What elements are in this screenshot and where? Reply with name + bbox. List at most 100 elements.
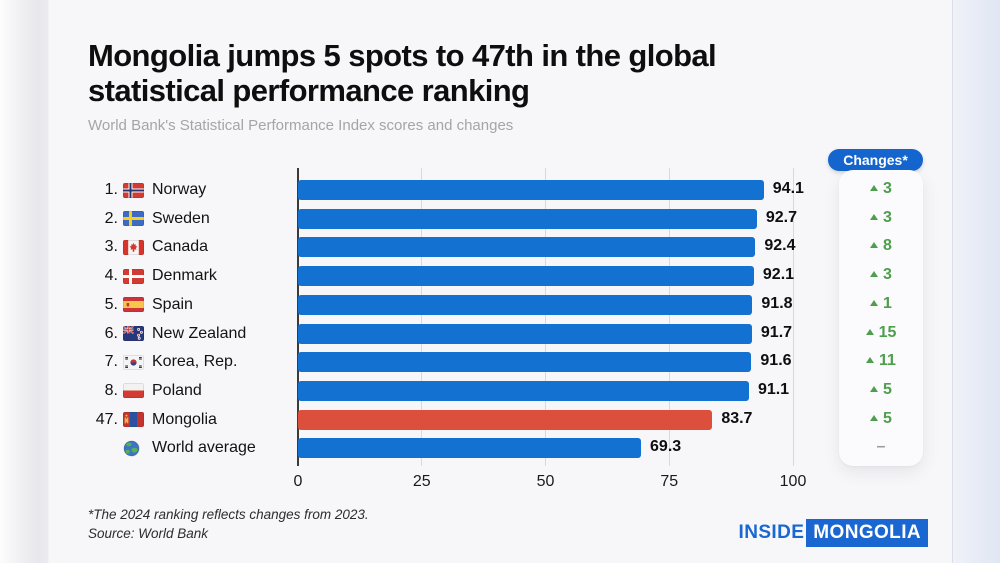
row-label-canada: 3. Canada	[86, 236, 296, 258]
country-name: New Zealand	[152, 324, 247, 342]
change-value: 3	[839, 209, 923, 227]
value-label: 69.3	[650, 438, 682, 456]
up-arrow-icon	[870, 385, 879, 392]
change-amount: 3	[883, 180, 892, 197]
y-axis-line	[297, 168, 299, 466]
row-label-mongolia: 47. Mongolia	[86, 409, 296, 431]
change-amount: 5	[883, 380, 892, 398]
change-amount: 3	[883, 266, 892, 284]
inside-mongolia-logo: INSIDE MONGOLIA	[739, 519, 928, 547]
up-arrow-icon	[865, 328, 874, 335]
x-axis-tick-label: 50	[536, 473, 555, 490]
x-axis-tick-label: 75	[660, 473, 679, 490]
row-label-denmark: 4. Denmark	[86, 265, 296, 287]
left-letterbox-gradient	[0, 0, 49, 563]
rank-number: 3.	[104, 238, 118, 256]
rank-number: 47.	[95, 410, 118, 428]
bar-canada	[298, 237, 756, 258]
country-name: Denmark	[152, 267, 217, 285]
bar-new_zealand	[298, 323, 752, 344]
bar-sweden	[298, 208, 757, 229]
change-value: 8	[839, 237, 923, 255]
change-value: 3	[839, 180, 923, 198]
country-name: Norway	[152, 181, 207, 198]
change-value: 5	[839, 381, 923, 399]
bar-highlight-mongolia	[298, 409, 713, 430]
gridline	[545, 168, 546, 466]
row-label-korea: 7. Korea, Rep.	[86, 351, 296, 373]
changes-panel	[839, 170, 923, 466]
rank-number: 1.	[104, 181, 118, 198]
page-subtitle: World Bank's Statistical Performance Ind…	[88, 117, 514, 134]
change-amount: 8	[883, 237, 892, 255]
up-arrow-icon	[866, 357, 875, 364]
value-label: 92.7	[765, 208, 797, 226]
change-value: –	[839, 438, 923, 456]
country-name: Poland	[152, 381, 202, 399]
rank-number: 7.	[104, 353, 118, 371]
value-label: 83.7	[721, 409, 753, 427]
flag-new_zealand-icon	[123, 326, 144, 341]
row-label-new_zealand: 6. New Zealand	[86, 323, 296, 345]
x-axis-tick-label: 100	[779, 473, 807, 490]
x-axis-tick-label: 25	[412, 473, 431, 490]
flag-canada-icon	[123, 239, 144, 255]
up-arrow-icon	[870, 213, 879, 220]
change-value: 3	[839, 266, 923, 284]
up-arrow-icon	[870, 271, 879, 278]
bar-globe	[298, 438, 642, 459]
country-name: Canada	[152, 238, 209, 256]
value-label: 91.7	[760, 323, 793, 341]
logo-text-mongolia: MONGOLIA	[806, 519, 928, 547]
country-name: Sweden	[152, 209, 210, 227]
change-value: 11	[839, 352, 923, 370]
row-label-globe: World average	[86, 437, 296, 459]
change-amount: 3	[883, 208, 892, 226]
title-line-1: Mongolia jumps 5 spots to 47th in the gl…	[88, 38, 717, 73]
change-value: 5	[839, 410, 923, 428]
up-arrow-icon	[870, 242, 879, 249]
flag-globe-icon	[123, 440, 144, 457]
flag-korea-icon	[123, 354, 144, 370]
rank-number: 6.	[104, 324, 118, 342]
flag-poland-icon	[123, 383, 144, 399]
bar-korea	[298, 352, 752, 373]
flag-mongolia-icon	[123, 412, 144, 428]
gridline	[668, 168, 670, 466]
value-label: 92.1	[762, 266, 795, 284]
footnote-text: *The 2024 ranking reflects changes from …	[88, 507, 369, 522]
changes-column-header: Changes*	[828, 149, 923, 171]
gridline	[792, 168, 794, 466]
up-arrow-icon	[870, 414, 879, 421]
up-arrow-icon	[870, 299, 879, 306]
bar-poland	[298, 380, 749, 401]
change-amount: –	[876, 438, 886, 456]
country-name: Spain	[152, 295, 193, 313]
row-label-sweden: 2. Sweden	[86, 208, 296, 230]
value-label: 94.1	[772, 180, 804, 197]
logo-text-inside: INSIDE	[738, 522, 805, 543]
change-amount: 1	[883, 294, 892, 312]
bar-norway	[298, 180, 764, 200]
flag-sweden-icon	[123, 211, 144, 227]
value-label: 92.4	[764, 237, 796, 255]
gridline	[421, 168, 423, 466]
flag-norway-icon	[123, 182, 144, 198]
change-amount: 11	[879, 352, 896, 370]
change-value: 1	[839, 295, 923, 313]
value-label: 91.8	[761, 294, 793, 312]
row-label-poland: 8. Poland	[86, 380, 296, 402]
x-axis-tick-label: 0	[293, 473, 303, 490]
right-letterbox-gradient	[952, 0, 1000, 563]
country-name: Mongolia	[152, 410, 217, 428]
country-name: World average	[152, 439, 256, 457]
page-title: Mongolia jumps 5 spots to 47th in the gl…	[88, 38, 888, 108]
up-arrow-icon	[870, 185, 879, 191]
bar-denmark	[298, 266, 754, 287]
value-label: 91.1	[757, 380, 790, 398]
value-label: 91.6	[760, 352, 792, 370]
change-amount: 15	[878, 323, 897, 341]
rank-number: 8.	[104, 381, 118, 399]
